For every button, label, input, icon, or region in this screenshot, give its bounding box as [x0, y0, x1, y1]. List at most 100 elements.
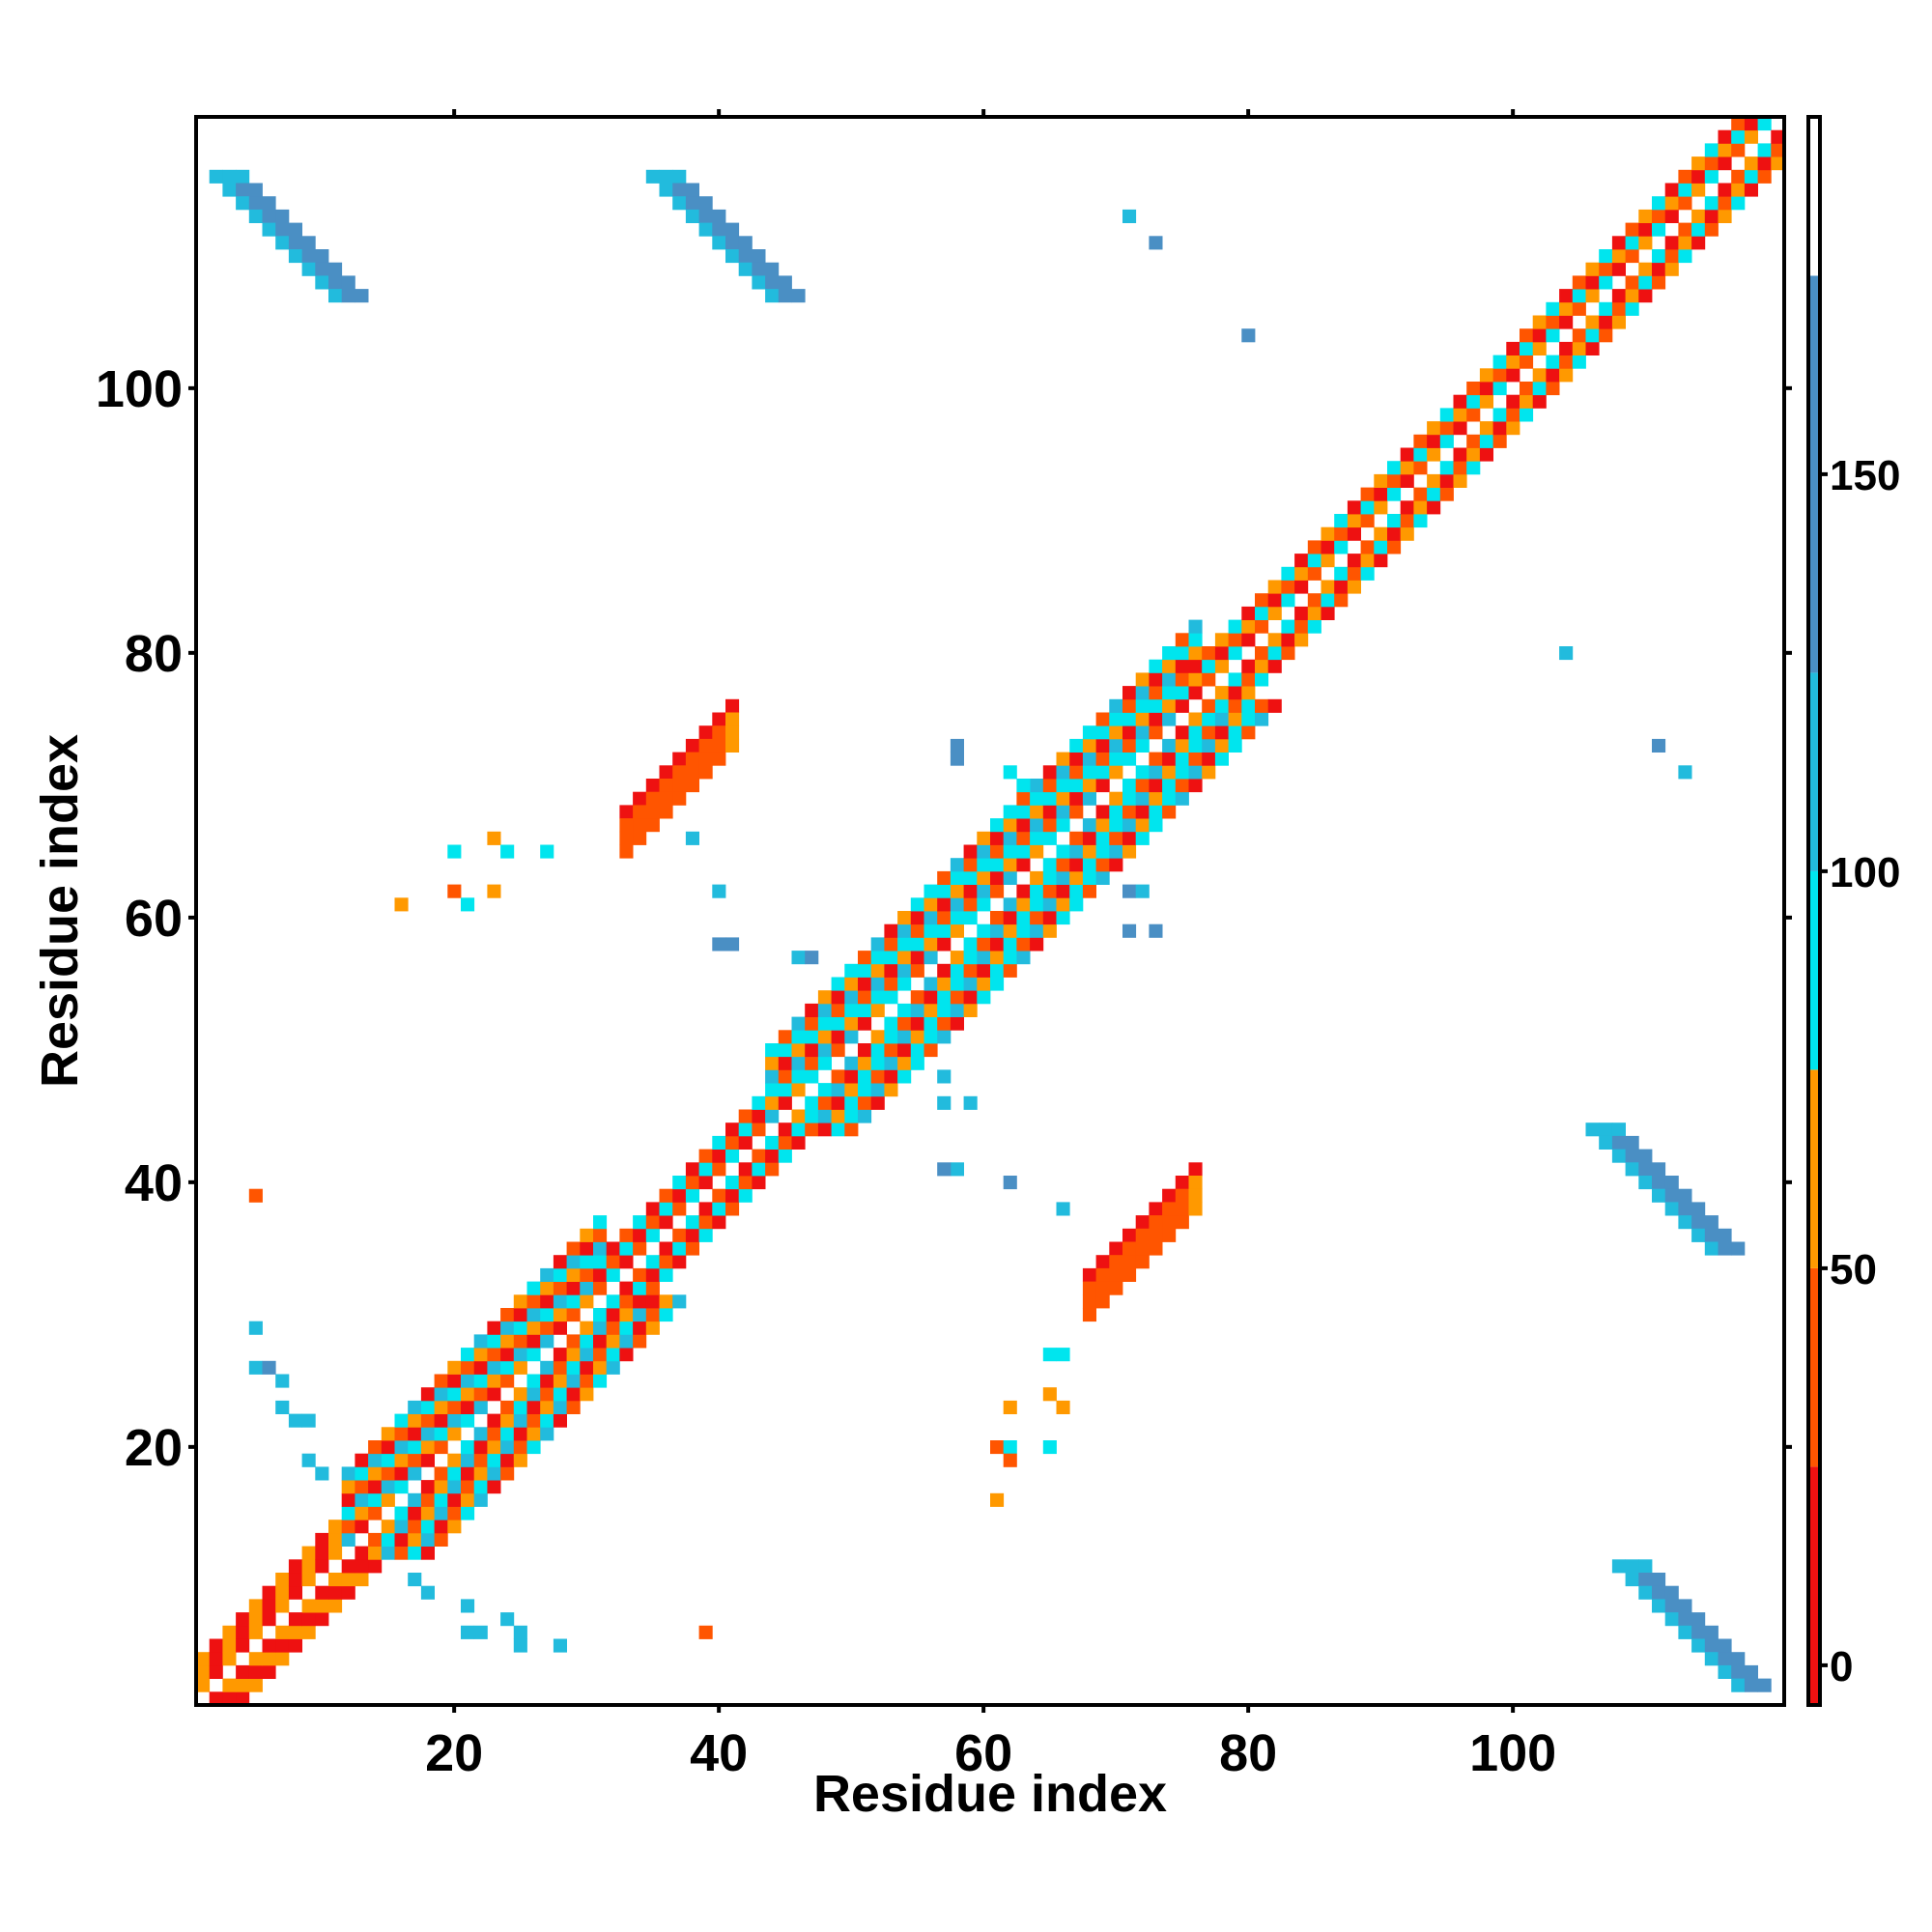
heatmap-cell — [593, 1374, 608, 1388]
heatmap-cell — [1135, 698, 1150, 713]
heatmap-cell — [275, 1400, 290, 1414]
heatmap-cell — [248, 1188, 263, 1203]
heatmap-cell — [1678, 1188, 1692, 1203]
heatmap-cell — [566, 1400, 581, 1414]
heatmap-cell — [1016, 805, 1031, 819]
heatmap-cell — [1704, 1625, 1719, 1639]
heatmap-cell — [1599, 1135, 1613, 1150]
heatmap-cell — [698, 765, 713, 780]
heatmap-cell — [645, 779, 660, 793]
heatmap-cell — [1427, 434, 1441, 448]
heatmap-cell — [1691, 1215, 1706, 1230]
heatmap-cell — [461, 1413, 475, 1428]
heatmap-cell — [1030, 937, 1044, 952]
heatmap-cell — [1466, 382, 1481, 396]
heatmap-cell — [977, 963, 991, 978]
heatmap-cell — [937, 923, 952, 938]
heatmap-cell — [990, 963, 1005, 978]
heatmap-cell — [1466, 461, 1481, 475]
colorbar-segment — [1808, 672, 1820, 871]
heatmap-cell — [566, 1308, 581, 1322]
heatmap-cell — [1321, 540, 1335, 554]
heatmap-cell — [1042, 791, 1057, 806]
heatmap-cell — [248, 1321, 263, 1335]
heatmap-cell — [1135, 884, 1150, 898]
heatmap-cell — [884, 990, 898, 1005]
heatmap-cell — [1374, 473, 1388, 488]
heatmap-cell — [990, 937, 1005, 952]
heatmap-cell — [963, 1095, 978, 1110]
heatmap-cell — [645, 791, 660, 806]
heatmap-cell — [672, 791, 687, 806]
heatmap-cell — [461, 1453, 475, 1467]
heatmap-cell — [1731, 1678, 1746, 1692]
heatmap-cell — [1175, 725, 1189, 740]
heatmap-cell — [831, 1122, 845, 1137]
heatmap-cell — [447, 1492, 462, 1507]
heatmap-cell — [473, 1348, 488, 1362]
heatmap-cells — [196, 117, 1785, 1706]
heatmap-cell — [1638, 236, 1653, 250]
heatmap-cell — [738, 1162, 753, 1177]
heatmap-cell — [897, 1016, 912, 1031]
heatmap-cell — [447, 844, 462, 859]
heatmap-cell — [659, 791, 673, 806]
heatmap-cell — [1625, 1559, 1639, 1574]
heatmap-cell — [1678, 1599, 1692, 1613]
heatmap-cell — [1638, 222, 1653, 237]
heatmap-cell — [1718, 143, 1732, 157]
heatmap-cell — [1294, 606, 1309, 620]
heatmap-cell — [1003, 844, 1017, 859]
heatmap-cell — [884, 951, 898, 965]
heatmap-cell — [540, 844, 554, 859]
heatmap-cell — [725, 1135, 740, 1150]
heatmap-cell — [1532, 341, 1547, 355]
heatmap-cell — [1122, 805, 1137, 819]
heatmap-cell — [1400, 500, 1414, 515]
heatmap-cell — [672, 183, 687, 197]
heatmap-cell — [1334, 526, 1349, 541]
heatmap-cell — [1625, 1573, 1639, 1587]
heatmap-cell — [1003, 805, 1017, 819]
heatmap-cell — [394, 1546, 409, 1560]
heatmap-cell — [619, 844, 634, 859]
heatmap-cell — [381, 1492, 395, 1507]
heatmap-cell — [341, 1532, 355, 1547]
heatmap-cell — [831, 1069, 845, 1084]
heatmap-cell — [672, 1188, 687, 1203]
heatmap-cell — [473, 1427, 488, 1441]
heatmap-cell — [1678, 249, 1692, 264]
y-tick-label: 40 — [125, 1154, 183, 1212]
heatmap-cell — [1691, 1228, 1706, 1242]
heatmap-cell — [1162, 646, 1177, 661]
heatmap-cell — [1664, 209, 1679, 223]
heatmap-cell — [288, 1612, 302, 1627]
heatmap-cell — [1056, 805, 1070, 819]
heatmap-cell — [1744, 156, 1758, 171]
heatmap-cell — [1082, 738, 1096, 753]
heatmap-cell — [937, 990, 952, 1005]
heatmap-cell — [341, 1506, 355, 1520]
heatmap-cell — [791, 1069, 806, 1084]
heatmap-cell — [341, 1466, 355, 1481]
heatmap-cell — [1162, 765, 1177, 780]
heatmap-cell — [1638, 1573, 1653, 1587]
heatmap-cell — [275, 1652, 290, 1666]
heatmap-cell — [1016, 884, 1031, 898]
heatmap-cell — [540, 1360, 554, 1375]
heatmap-cell — [553, 1308, 567, 1322]
heatmap-cell — [977, 870, 991, 885]
heatmap-cell — [540, 1400, 554, 1414]
heatmap-cell — [1228, 672, 1242, 687]
heatmap-cell — [487, 1387, 501, 1402]
heatmap-cell — [950, 977, 964, 991]
heatmap-cell — [1135, 712, 1150, 726]
heatmap-cell — [473, 1440, 488, 1455]
heatmap-cell — [1149, 923, 1163, 938]
heatmap-cell — [1016, 791, 1031, 806]
heatmap-cell — [566, 1374, 581, 1388]
heatmap-cell — [500, 1400, 515, 1414]
heatmap-cell — [1122, 752, 1137, 766]
heatmap-cell — [1214, 646, 1229, 661]
heatmap-cell — [1149, 672, 1163, 687]
